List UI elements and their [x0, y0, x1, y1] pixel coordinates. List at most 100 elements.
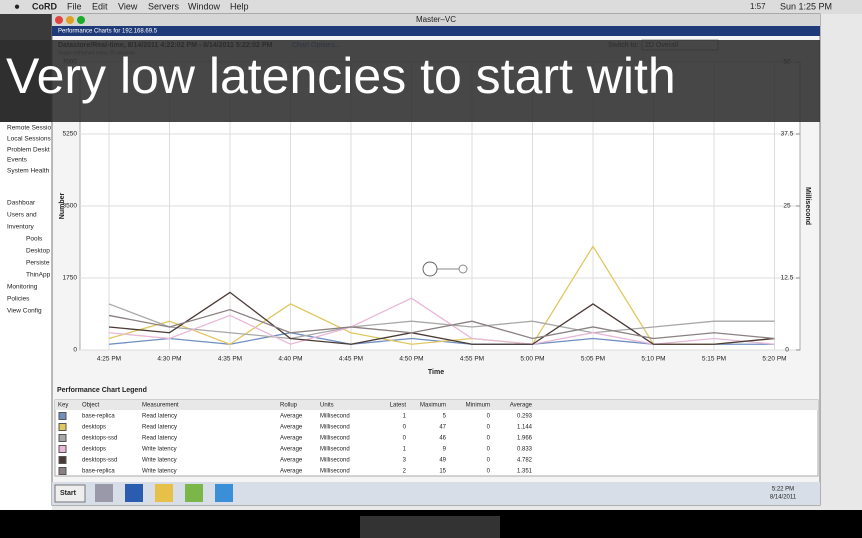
- table-cell: Write latency: [142, 469, 177, 475]
- table-body: Key Object Measurement Rollup Units Latest Max…: [58, 403, 533, 475]
- sidebar-item[interactable]: Users and: [7, 212, 37, 219]
- sidebar-item[interactable]: Persiste: [26, 260, 50, 267]
- x-tick-label: 4:50 PM: [399, 356, 423, 363]
- menu-item[interactable]: Servers: [148, 1, 180, 11]
- table-cell: Read latency: [142, 436, 177, 442]
- dock: [360, 516, 500, 538]
- table-cell: 9: [443, 447, 447, 453]
- column-header: Latest: [390, 403, 407, 409]
- close-button[interactable]: [55, 16, 63, 24]
- taskbar-icon[interactable]: [185, 484, 203, 502]
- table-cell: Average: [280, 414, 303, 420]
- table-cell: 0: [487, 436, 491, 442]
- sidebar-item[interactable]: Dashboar: [7, 200, 36, 207]
- key-swatch: [58, 423, 67, 431]
- taskbar-icon[interactable]: [155, 484, 173, 502]
- sidebar-item[interactable]: Events: [7, 157, 28, 164]
- column-header: Key: [58, 403, 68, 409]
- y2-tick-label: 25: [783, 203, 791, 210]
- table-cell: Millisecond: [320, 414, 350, 420]
- sidebar-item[interactable]: System Health: [7, 168, 50, 175]
- table-cell: desktops: [82, 447, 106, 453]
- table-cell: 3: [403, 458, 407, 464]
- y-tick-label: 3500: [63, 203, 78, 210]
- menu-item[interactable]: Help: [230, 1, 249, 11]
- series-line: [108, 291, 775, 345]
- start-button[interactable]: [54, 484, 86, 503]
- legend-title: Performance Chart Legend: [57, 387, 147, 394]
- column-header: Minimum: [466, 403, 490, 409]
- table-cell: 0: [487, 414, 491, 420]
- y2-axis-label: Millisecond: [804, 187, 811, 225]
- perf-title: Performance Charts for 192.168.69.5: [58, 29, 158, 35]
- table-cell: base-replica: [82, 414, 115, 420]
- app-name[interactable]: CoRD: [32, 1, 57, 11]
- table-cell: 1.144: [517, 425, 533, 431]
- taskbar-icon[interactable]: [215, 484, 233, 502]
- apple-menu[interactable]: ●: [14, 2, 20, 13]
- zoom-button[interactable]: [77, 16, 85, 24]
- table-cell: 15: [439, 469, 446, 475]
- menu-item[interactable]: Edit: [92, 1, 108, 11]
- series-line: [108, 297, 775, 345]
- taskbar-date: 8/14/2011: [770, 495, 797, 501]
- menu-item[interactable]: File: [67, 1, 82, 11]
- cursor-end: [458, 264, 468, 274]
- sidebar-item[interactable]: ThinApp: [26, 272, 51, 279]
- sidebar-item[interactable]: Desktop: [26, 248, 50, 255]
- table-cell: Average: [280, 436, 303, 442]
- taskbar-time: 5:22 PM: [772, 487, 794, 493]
- table-cell: base-replica: [82, 469, 115, 475]
- table-cell: Millisecond: [320, 458, 350, 464]
- y-tick-label: 5250: [63, 131, 78, 138]
- series-line: [108, 308, 775, 340]
- x-tick-label: 5:15 PM: [702, 356, 726, 363]
- table-cell: Write latency: [142, 458, 177, 464]
- y-axis-label: Number: [59, 193, 66, 220]
- table-cell: Average: [280, 469, 303, 475]
- sidebar-item[interactable]: Local Sessions: [7, 136, 51, 143]
- sidebar-item[interactable]: Pools: [26, 236, 43, 243]
- table-cell: 49: [439, 458, 446, 464]
- menu-item[interactable]: Window: [188, 1, 221, 11]
- table-cell: Millisecond: [320, 469, 350, 475]
- sidebar-item[interactable]: View Config: [7, 308, 42, 315]
- taskbar-icon[interactable]: [125, 484, 143, 502]
- x-tick-label: 5:00 PM: [520, 356, 544, 363]
- table-cell: Millisecond: [320, 447, 350, 453]
- battery: 1:57: [750, 2, 766, 11]
- taskbar-icon[interactable]: [95, 484, 113, 502]
- table-cell: Millisecond: [320, 425, 350, 431]
- table-cell: 0: [487, 469, 491, 475]
- x-tick-label: 5:20 PM: [762, 356, 786, 363]
- menu-item[interactable]: View: [118, 1, 138, 11]
- menu-bar: [0, 0, 862, 14]
- start-label[interactable]: Start: [60, 490, 77, 497]
- cursor: [422, 261, 438, 277]
- y2-tick-label: 12.5: [781, 275, 794, 282]
- x-tick-label: 5:05 PM: [581, 356, 605, 363]
- perf-title-bar: [52, 26, 820, 36]
- sidebar-item[interactable]: Problem Deskt: [7, 147, 50, 154]
- x-tick-label: 4:55 PM: [460, 356, 484, 363]
- y2-tick-label: 0: [785, 347, 789, 354]
- clock: Sun 1:25 PM: [780, 1, 832, 11]
- table-cell: desktops: [82, 425, 106, 431]
- minimize-button[interactable]: [66, 16, 74, 24]
- sidebar-item[interactable]: Monitoring: [7, 284, 38, 291]
- sidebar-item[interactable]: Inventory: [7, 224, 34, 231]
- sidebar-item[interactable]: Policies: [7, 296, 30, 303]
- x-axis-label: Time: [428, 369, 444, 376]
- table-cell: 0.293: [517, 414, 533, 420]
- table-cell: desktops-ssd: [82, 458, 117, 464]
- x-tick-label: 4:35 PM: [218, 356, 242, 363]
- table-cell: 0: [487, 447, 491, 453]
- x-tick-label: 4:25 PM: [97, 356, 121, 363]
- column-header: Units: [320, 403, 334, 409]
- table-header: [55, 400, 818, 410]
- sidebar-item[interactable]: Remote Sessio: [7, 125, 51, 132]
- table-cell: 2: [403, 469, 407, 475]
- table-cell: 0: [403, 425, 407, 431]
- table-cell: Average: [280, 447, 303, 453]
